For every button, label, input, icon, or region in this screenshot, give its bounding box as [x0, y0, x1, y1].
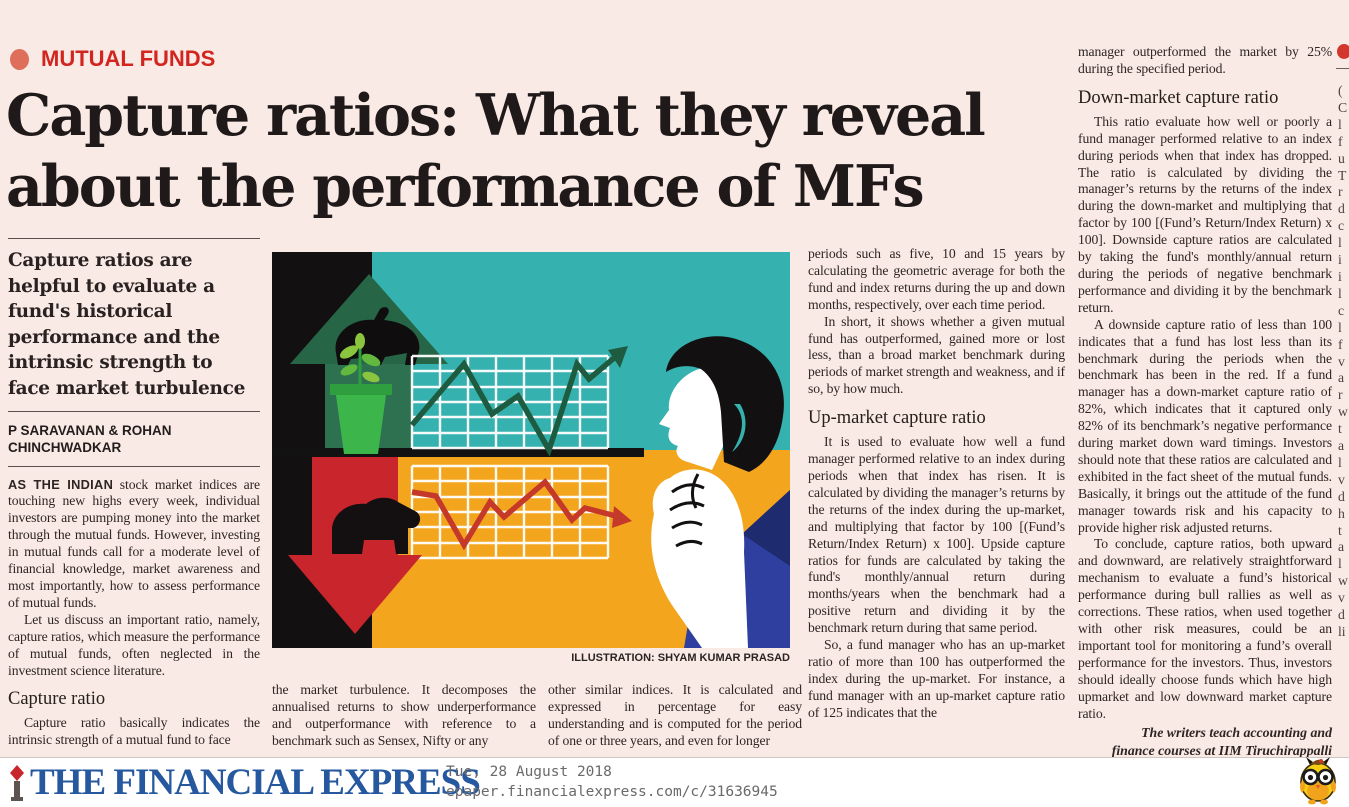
section-label: MUTUAL FUNDS [41, 46, 216, 71]
clip-url-link[interactable]: epaper.financialexpress.com/c/31636945 [446, 784, 778, 800]
body-paragraph: other similar indices. It is calculated … [548, 682, 802, 748]
body-paragraph: manager outperformed the market by 25% d… [1078, 44, 1332, 76]
body-paragraph: This ratio evaluate how well or poorly a… [1078, 113, 1332, 315]
article-headline: Capture ratios: What they reveal about t… [6, 80, 1066, 222]
down-trend-line [411, 477, 632, 551]
lead-in-text: AS THE INDIAN [8, 476, 114, 492]
man-hand [651, 469, 748, 648]
man-face [659, 368, 726, 470]
divider [8, 410, 260, 412]
man-collar [742, 490, 790, 566]
column-4: manager outperformed the market by 25% d… [1078, 44, 1332, 759]
subhead-up-market: Up-market capture ratio [808, 408, 986, 429]
section-bullet-icon [10, 48, 29, 70]
adjacent-column-sliver: ( C l f u T r d c l i i l c l f v a r w … [1334, 44, 1349, 756]
article-illustration [272, 252, 790, 648]
subhead-down-market: Down-market capture ratio [1078, 87, 1279, 108]
divider [1336, 68, 1349, 69]
body-paragraph: To conclude, capture ratios, both upward… [1078, 536, 1332, 721]
byline-line-1: P SARAVANAN & ROHAN [8, 422, 172, 438]
column-1: Capture ratios are helpful to evaluate a… [8, 238, 260, 749]
body-paragraph: In short, it shows whether a given mutua… [808, 313, 1065, 397]
up-trend-line [409, 346, 628, 457]
clipped-text-fragments: ( C l f u T r d c l i i l c l f v a r w … [1338, 83, 1348, 639]
headline-line-1: Capture ratios: What they reveal [6, 82, 986, 149]
financial-express-mark-icon [10, 765, 24, 801]
section-kicker: MUTUAL FUNDS [10, 46, 215, 72]
thinking-man [651, 336, 790, 648]
body-paragraph: the market turbulence. It decomposes the… [272, 682, 536, 748]
subhead-capture-ratio: Capture ratio [8, 689, 106, 710]
body-paragraph: periods such as five, 10 and 15 years by… [808, 246, 1065, 312]
adjacent-section-bullet-icon [1337, 44, 1349, 59]
column-3: periods such as five, 10 and 15 years by… [808, 246, 1065, 722]
article-deck: Capture ratios are helpful to evaluate a… [8, 250, 246, 399]
author-credit: The writers teach accounting and finance… [1111, 725, 1332, 758]
horizon-divider [272, 448, 644, 457]
divider [8, 465, 260, 467]
owl-mascot-icon [1300, 757, 1336, 805]
clip-date: Tue, 28 August 2018 [446, 764, 612, 780]
bear-icon [332, 497, 421, 554]
man-fingers [669, 473, 705, 548]
divider [8, 238, 260, 239]
body-paragraph: It is used to evaluate how well a fund m… [808, 434, 1065, 636]
man-hair [666, 336, 784, 472]
column-2: the market turbulence. It decomposes the… [272, 682, 536, 750]
illustration-credit: ILLUSTRATION: SHYAM KUMAR PRASAD [571, 652, 790, 664]
byline-line-2: CHINCHWADKAR [8, 439, 122, 455]
paragraph-text: stock market indices are touching new hi… [8, 476, 260, 610]
body-paragraph: So, a fund manager who has an up-market … [808, 637, 1065, 720]
body-paragraph: A downside capture ratio of less than 10… [1078, 316, 1332, 535]
bull-bear-illustration [272, 252, 790, 648]
clip-meta: Tue, 28 August 2018 epaper.financialexpr… [446, 762, 778, 802]
masthead-title: THE FINANCIAL EXPRESS [30, 762, 481, 803]
man-hair-curl [732, 404, 746, 452]
epaper-clip-bar: THE FINANCIAL EXPRESS Tue, 28 August 201… [0, 757, 1349, 807]
plant-icon [330, 333, 392, 454]
byline: P SARAVANAN & ROHAN CHINCHWADKAR [8, 422, 260, 456]
body-paragraph: AS THE INDIAN stock market indices are t… [8, 477, 260, 612]
body-paragraph: Capture ratio basically indicates the in… [8, 715, 260, 748]
body-paragraph: Let us discuss an important ratio, namel… [8, 611, 260, 678]
headline-line-2: about the performance of MFs [6, 153, 925, 220]
column-3-lower: other similar indices. It is calculated … [548, 682, 802, 750]
